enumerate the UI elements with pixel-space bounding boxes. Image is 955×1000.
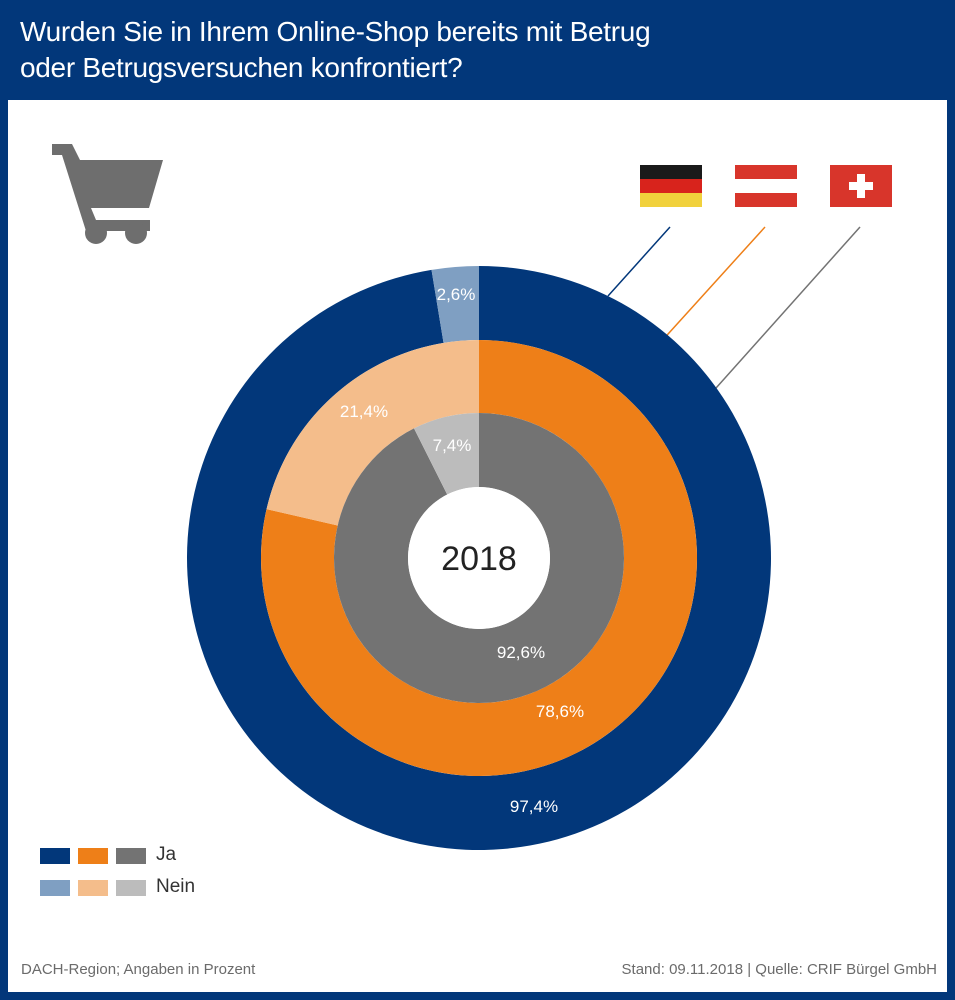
austria-flag-icon	[735, 165, 797, 207]
switzerland-ja-value-label: 92,6%	[497, 643, 545, 662]
switzerland-nein-value-label: 7,4%	[433, 436, 472, 455]
legend-label-ja: Ja	[156, 844, 177, 865]
legend-swatch-germany-nein	[40, 880, 70, 896]
austria-ja-slice	[260, 340, 697, 776]
legend-swatch-austria-nein	[78, 880, 108, 896]
value-labels: 97,4% 2,6% 78,6% 21,4% 92,6% 7,4%	[340, 285, 584, 816]
germany-ja-value-label: 97,4%	[510, 797, 558, 816]
austria-ja-value-label: 78,6%	[536, 702, 584, 721]
donut-rings	[187, 266, 772, 850]
austria-nein-slice	[266, 340, 479, 526]
switzerland-flag-icon	[830, 165, 892, 207]
switzerland-ja-slice	[333, 413, 624, 703]
legend-swatch-germany-ja	[40, 848, 70, 864]
legend-label-nein: Nein	[156, 876, 196, 897]
legend-swatch-switzerland-ja	[116, 848, 146, 864]
title-line-1: Wurden Sie in Ihrem Online-Shop bereits …	[20, 16, 651, 47]
chart-title: Wurden Sie in Ihrem Online-Shop bereits …	[20, 14, 920, 86]
germany-flag-icon	[640, 165, 702, 207]
title-line-2: oder Betrugsversuchen konfrontiert?	[20, 52, 463, 83]
footer-note: DACH-Region; Angaben in Prozent	[21, 961, 256, 978]
germany-nein-slice	[431, 266, 479, 343]
center-hole	[408, 487, 550, 629]
germany-nein-value-label: 2,6%	[437, 285, 476, 304]
leader-line-germany	[607, 226, 671, 297]
footer-source: Stand: 09.11.2018 | Quelle: CRIF Bürgel …	[621, 961, 937, 978]
legend-swatch-switzerland-nein	[116, 880, 146, 896]
switzerland-nein-slice	[413, 413, 479, 495]
legend-swatch-austria-ja	[78, 848, 108, 864]
shopping-cart-icon	[52, 144, 163, 244]
center-year-label: 2018	[441, 540, 517, 578]
footer: DACH-Region; Angaben in Prozent Stand: 0…	[8, 949, 947, 992]
austria-nein-value-label: 21,4%	[340, 402, 388, 421]
